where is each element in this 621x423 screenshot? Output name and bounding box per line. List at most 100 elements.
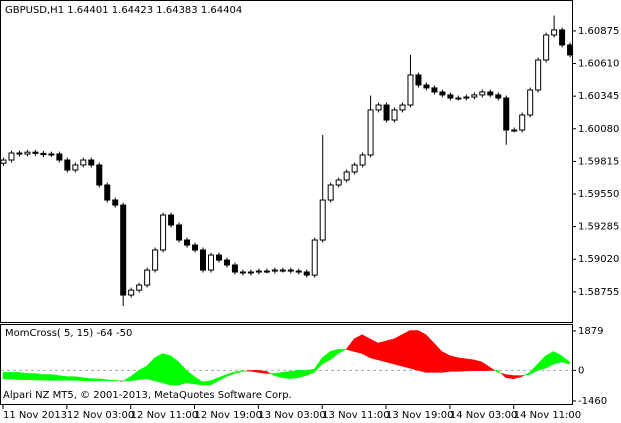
chart-title: GBPUSD,H1 1.64401 1.64423 1.64383 1.6440…	[5, 5, 242, 16]
candle-body	[72, 164, 79, 171]
y-tick-label: 1.59020	[578, 254, 619, 265]
candle-body	[184, 239, 191, 246]
candle-body	[455, 97, 462, 100]
band-segment	[489, 366, 496, 371]
candle-body	[112, 199, 119, 206]
candle-body	[391, 109, 398, 121]
x-tick-label: 11 Nov 2013	[3, 410, 67, 421]
candle-body	[343, 171, 350, 181]
band-segment	[465, 358, 475, 372]
candle-body	[160, 214, 167, 251]
band-segment	[377, 340, 387, 363]
band-segment	[50, 374, 60, 381]
candle-body	[64, 159, 71, 171]
candle-body	[279, 269, 286, 272]
band-segment	[34, 373, 44, 381]
candle-body	[471, 94, 478, 98]
candle-body	[503, 97, 510, 131]
candle-body	[192, 244, 199, 251]
y-tick-label: 1879	[578, 326, 603, 337]
candle-body	[375, 104, 382, 111]
y-tick-label: 1.60610	[578, 59, 619, 70]
band-segment	[18, 372, 28, 381]
candle-body	[519, 114, 526, 131]
band-segment	[401, 330, 411, 369]
candle-body	[152, 249, 159, 271]
candle-body	[0, 159, 7, 164]
candle-body	[399, 104, 406, 111]
candle-body	[447, 94, 454, 99]
candle-body	[247, 271, 254, 274]
band-segment	[409, 330, 419, 371]
candle-body	[327, 184, 334, 201]
y-tick-label: 1.58755	[578, 287, 619, 298]
candle-body	[559, 29, 566, 46]
candle-body	[407, 74, 414, 106]
band-segment	[2, 372, 12, 380]
candle-body	[56, 153, 63, 161]
x-tick-label: 12 Nov 11:00	[131, 410, 198, 421]
candle-body	[567, 44, 574, 56]
candle-body	[88, 159, 95, 166]
candle-body	[168, 214, 175, 226]
candle-body	[351, 164, 358, 173]
candle-body	[96, 164, 103, 186]
x-tick-label: 13 Nov 19:00	[386, 410, 453, 421]
candle-body	[48, 153, 55, 156]
band-segment	[417, 330, 427, 373]
candle-body	[287, 269, 294, 272]
candle-body	[16, 152, 23, 155]
x-tick-label: 13 Nov 11:00	[322, 410, 389, 421]
x-tick-label: 12 Nov 19:00	[195, 410, 262, 421]
candle-body	[128, 289, 135, 296]
candle-body	[423, 84, 430, 89]
candle-body	[479, 91, 486, 96]
x-tick-label: 14 Nov 03:00	[450, 410, 517, 421]
candle-body	[463, 96, 470, 99]
candle-body	[511, 129, 518, 132]
band-segment	[561, 355, 570, 365]
candle-body	[215, 254, 222, 261]
y-tick-label: 1.60345	[578, 91, 619, 102]
band-segment	[26, 373, 36, 381]
candle-body	[543, 34, 550, 61]
band-segment	[361, 334, 371, 359]
candle-body	[263, 270, 270, 273]
candle-body	[319, 199, 326, 241]
y-tick-label: -1460	[578, 396, 607, 407]
candle-body	[207, 254, 214, 271]
band-segment	[66, 376, 76, 381]
y-tick-label: 1.59550	[578, 189, 619, 200]
candle-body	[527, 89, 534, 116]
candle-body	[176, 224, 183, 241]
candle-body	[32, 151, 39, 154]
candle-body	[200, 249, 206, 271]
band-segment	[58, 375, 68, 381]
candle-body	[136, 284, 143, 291]
x-tick-label: 13 Nov 03:00	[258, 410, 325, 421]
candle-body	[295, 270, 302, 273]
x-tick-label: 12 Nov 03:00	[67, 410, 134, 421]
band-segment	[290, 370, 299, 379]
band-segment	[42, 374, 52, 381]
band-segment	[266, 370, 271, 374]
band-segment	[114, 380, 121, 382]
candle-body	[431, 87, 438, 93]
candle-body	[255, 270, 262, 273]
band-segment	[393, 334, 403, 367]
x-tick-label: 14 Nov 11:00	[514, 410, 581, 421]
candle-body	[120, 204, 127, 296]
candle-body	[383, 104, 390, 121]
y-tick-label: 1.60875	[578, 26, 619, 37]
candle-body	[415, 74, 422, 86]
candle-body	[303, 271, 310, 276]
band-segment	[242, 370, 246, 372]
candle-body	[495, 94, 502, 99]
candle-body	[24, 151, 31, 155]
band-segment	[497, 369, 502, 374]
main-pane	[0, 0, 573, 323]
candle-body	[551, 29, 558, 36]
indicator-title: MomCross( 5, 15) -64 -50	[5, 328, 132, 339]
candle-body	[359, 154, 366, 166]
